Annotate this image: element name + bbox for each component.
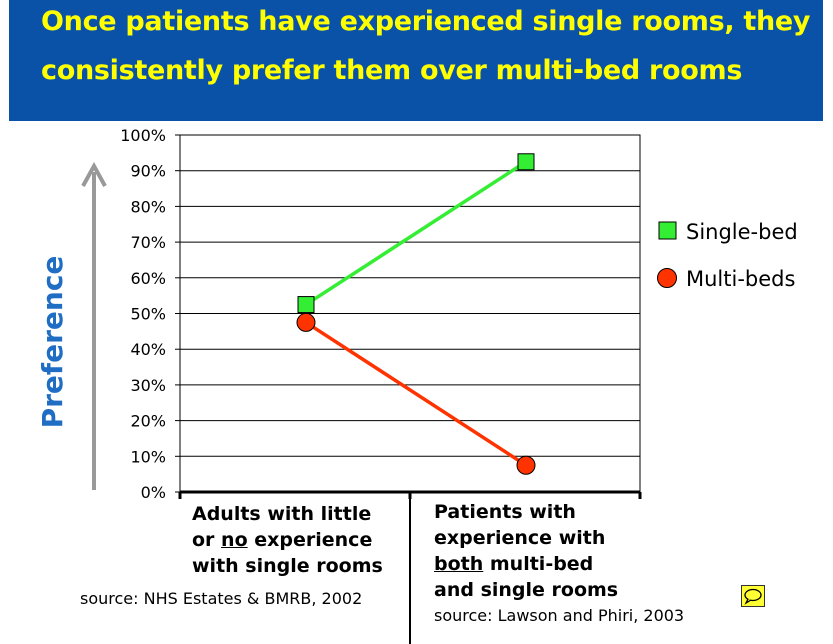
y-tick-label: 0% [141, 483, 166, 502]
category-label-right-line-3b: multi-bed [483, 553, 594, 575]
category-label-left-line-2: or no experience [192, 527, 383, 553]
category-label-left-line-2a: or [192, 529, 222, 551]
category-label-left-line-1: Adults with little [192, 503, 372, 525]
y-tick-label: 100% [120, 126, 166, 145]
title-banner: Once patients have experienced single ro… [9, 0, 823, 121]
data-point-multi-beds [516, 455, 536, 475]
y-tick-label: 70% [130, 233, 166, 252]
series-line-multi-beds [305, 320, 527, 467]
legend-label-single-bed: Single-bed [686, 220, 798, 244]
category-label-right: Patients with experience with both multi… [434, 499, 618, 603]
category-label-left: Adults with little or no experience with… [192, 501, 383, 579]
legend-label-multi-beds: Multi-beds [686, 267, 795, 291]
category-label-left-line-2b: experience [247, 529, 373, 551]
source-left: source: NHS Estates & BMRB, 2002 [80, 589, 363, 608]
y-tick-label: 30% [130, 376, 166, 395]
category-label-left-line-3: with single rooms [192, 555, 383, 577]
category-label-right-line-4: and single rooms [434, 579, 619, 601]
source-right: source: Lawson and Phiri, 2003 [434, 606, 685, 625]
y-axis-label: Preference [36, 256, 69, 429]
category-label-right-emphasis: both [434, 553, 484, 575]
legend-marker-single-bed [658, 221, 677, 240]
y-tick-label: 60% [130, 269, 166, 288]
y-tick-label: 20% [130, 412, 166, 431]
y-tick-label: 90% [130, 162, 166, 181]
y-tick-label: 40% [130, 340, 166, 359]
data-point-single-bed [297, 296, 315, 314]
category-label-left-emphasis: no [221, 529, 248, 551]
y-tick-label: 50% [130, 305, 166, 324]
category-label-right-line-3: both multi-bed [434, 551, 618, 577]
y-tick-label: 80% [130, 197, 166, 216]
category-label-right-line-1: Patients with [434, 501, 576, 523]
data-point-single-bed [517, 153, 535, 171]
data-point-multi-beds [296, 312, 316, 332]
comment-icon[interactable] [741, 585, 765, 607]
y-tick-label: 10% [130, 447, 166, 466]
category-label-right-line-2: experience with [434, 527, 606, 549]
legend-marker-multi-beds [657, 268, 677, 288]
slide-title-line-2: consistently prefer them over multi-bed … [41, 55, 743, 86]
slide-title-line-1: Once patients have experienced single ro… [41, 6, 811, 37]
preference-arrow-head [81, 161, 107, 187]
series-line-single-bed [305, 160, 527, 307]
